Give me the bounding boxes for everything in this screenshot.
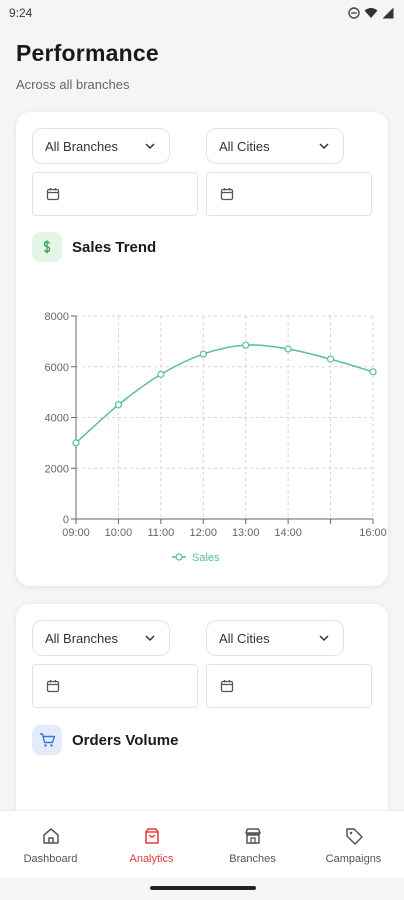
- sales-trend-chart: 0 2000 4000 6000 8000 09:00 10:00 11:00 12:00 13:…: [16, 302, 388, 572]
- x-tick-label: 10:00: [105, 527, 133, 539]
- nav-branches[interactable]: Branches: [202, 811, 303, 878]
- x-tick-label: 13:00: [232, 527, 260, 539]
- data-point: [369, 368, 377, 376]
- data-point: [199, 350, 207, 358]
- nav-label: Campaigns: [325, 852, 382, 865]
- nav-analytics[interactable]: Analytics: [101, 811, 202, 878]
- data-point: [284, 345, 292, 353]
- chevron-down-icon: [319, 635, 329, 642]
- nav-label: Branches: [229, 852, 276, 865]
- calendar-icon: [220, 188, 234, 201]
- calendar-icon: [220, 680, 234, 693]
- x-tick-label: 12:00: [190, 527, 218, 539]
- status-icons: [348, 7, 394, 19]
- wifi-icon: [364, 8, 378, 18]
- home-bar-area: [0, 878, 404, 900]
- chevron-down-icon: [145, 635, 155, 642]
- legend-swatch-marker: [175, 553, 183, 561]
- section-header: Sales Trend: [32, 232, 156, 262]
- nav-dashboard[interactable]: Dashboard: [0, 811, 101, 878]
- page-header: Performance Across all branches: [0, 26, 404, 92]
- series-line: [75, 344, 374, 444]
- dnd-icon: [348, 7, 360, 19]
- home-indicator[interactable]: [150, 886, 256, 890]
- section-title: Sales Trend: [72, 238, 157, 256]
- nav-label: Analytics: [129, 852, 174, 865]
- x-tick-label: 14:00: [274, 527, 302, 539]
- end-date-field[interactable]: [206, 664, 372, 708]
- city-select[interactable]: All Cities: [206, 128, 344, 164]
- bottom-nav: Dashboard Analytics Branches Campaigns: [0, 810, 404, 878]
- branch-select-value: All Branches: [45, 630, 118, 646]
- y-tick-label: 4000: [45, 413, 69, 425]
- cart-icon: [32, 725, 62, 755]
- home-icon: [42, 827, 59, 844]
- sales-trend-card: All Branches All Cities Sales Trend 0 200…: [16, 112, 388, 586]
- page-subtitle: Across all branches: [16, 77, 130, 92]
- chevron-down-icon: [319, 143, 329, 150]
- orders-volume-card: All Branches All Cities Orders Volume: [16, 604, 388, 824]
- data-point: [242, 341, 250, 349]
- city-select-value: All Cities: [219, 630, 270, 646]
- data-point: [157, 370, 165, 378]
- status-bar: 9:24: [0, 0, 404, 26]
- nav-label: Dashboard: [23, 852, 78, 865]
- legend-label: Sales: [192, 552, 220, 564]
- branch-select[interactable]: All Branches: [32, 128, 170, 164]
- nav-campaigns[interactable]: Campaigns: [303, 811, 404, 878]
- y-tick-label: 0: [63, 514, 69, 526]
- dollar-icon: [32, 232, 62, 262]
- data-point: [114, 401, 123, 409]
- x-tick-label: 16:00: [359, 527, 387, 539]
- section-title: Orders Volume: [72, 731, 179, 749]
- start-date-field[interactable]: [32, 664, 198, 708]
- city-select-value: All Cities: [219, 138, 270, 154]
- tag-icon: [345, 827, 363, 845]
- branch-select-value: All Branches: [45, 138, 118, 154]
- branch-select[interactable]: All Branches: [32, 620, 170, 656]
- store-icon: [244, 827, 261, 844]
- chevron-down-icon: [145, 143, 155, 150]
- y-tick-label: 8000: [45, 311, 69, 323]
- x-tick-label: 11:00: [147, 527, 174, 539]
- analytics-icon: [144, 827, 159, 844]
- calendar-icon: [46, 680, 60, 693]
- x-tick-label: 09:00: [62, 527, 90, 539]
- section-header: Orders Volume: [32, 725, 178, 755]
- chart-svg: 0 2000 4000 6000 8000 09:00 10:00 11:00 12:00 13:…: [45, 311, 387, 564]
- y-tick-label: 6000: [45, 362, 69, 374]
- start-date-field[interactable]: [32, 172, 198, 216]
- y-tick-label: 2000: [45, 463, 69, 475]
- data-point: [72, 439, 80, 447]
- city-select[interactable]: All Cities: [206, 620, 344, 656]
- status-time: 9:24: [9, 6, 33, 20]
- end-date-field[interactable]: [206, 172, 372, 216]
- page-title: Performance: [16, 40, 159, 66]
- data-point: [326, 355, 335, 363]
- signal-icon: [382, 7, 394, 19]
- calendar-icon: [46, 188, 60, 201]
